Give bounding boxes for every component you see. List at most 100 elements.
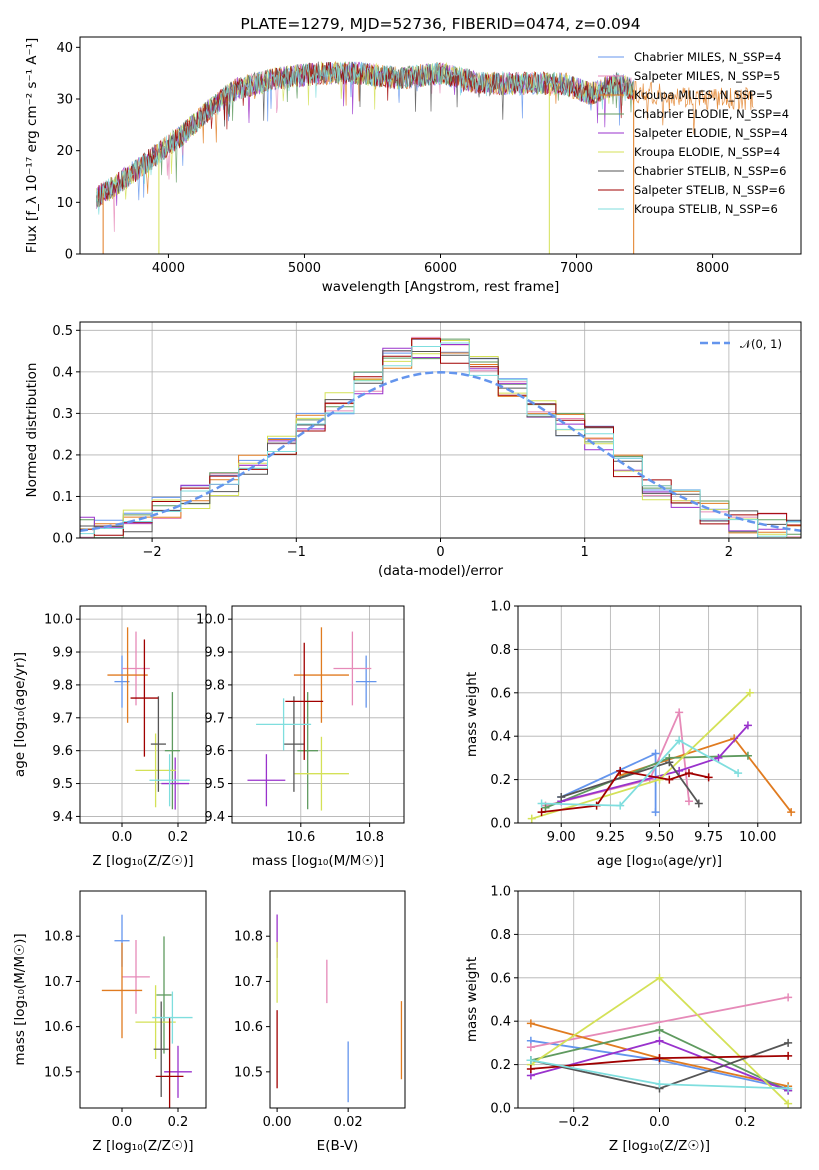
- y-tick-label: 9.4: [52, 810, 73, 825]
- weight-marker: [684, 769, 693, 778]
- y-tick-label: 1.0: [490, 885, 511, 900]
- x-axis-label: wavelength [Angstrom, rest frame]: [322, 279, 560, 295]
- weight-marker: [541, 803, 550, 812]
- axes-frame: [79, 36, 802, 255]
- y-tick-label: 9.9: [52, 646, 73, 661]
- y-tick-label: 10: [56, 196, 73, 211]
- x-tick-label: 0: [436, 545, 444, 560]
- weight-line: [560, 724, 749, 803]
- x-tick-label: 0.0: [649, 1115, 670, 1130]
- legend-entry: 𝒩(0, 1): [740, 337, 782, 351]
- histogram-step: [80, 338, 801, 536]
- y-tick-label: 0.8: [490, 928, 511, 943]
- axes-frame: [231, 605, 405, 824]
- y-axis-label: mass weight: [464, 957, 480, 1042]
- panel-3: 0.0 0.2 9.4 9.5 9.6 9.7 9.8 9.9 10.0 Z [log₁₀(Z/Z…: [12, 605, 207, 869]
- x-tick-label: 9.25: [596, 830, 625, 845]
- weight-marker: [684, 797, 693, 806]
- y-tick-label: 0.4: [490, 1015, 511, 1030]
- weight-marker: [714, 753, 723, 762]
- legend-entry: Kroupa STELIB, N_SSP=6: [634, 202, 778, 216]
- weight-line: [545, 754, 748, 809]
- y-axis-label: age [log₁₀(age/yr)]: [12, 652, 28, 777]
- weight-marker: [694, 799, 703, 808]
- y-tick-label: 1.0: [490, 600, 511, 615]
- x-tick-label: 8000: [696, 261, 729, 276]
- y-tick-label: 9.4: [204, 810, 225, 825]
- weight-marker: [743, 721, 752, 730]
- x-tick-label: 1: [581, 545, 589, 560]
- x-tick-label: 0.0: [112, 830, 133, 845]
- axes-frame: [269, 890, 406, 1109]
- y-tick-label: 10.7: [44, 975, 73, 990]
- y-tick-label: 0.2: [490, 1058, 511, 1073]
- axes-frame: [517, 890, 802, 1109]
- y-tick-label: 9.7: [204, 711, 225, 726]
- y-tick-label: 20: [56, 144, 73, 159]
- y-tick-label: 0.0: [490, 817, 511, 832]
- x-axis-label: Z [log₁₀(Z/Z☉)]: [609, 1138, 710, 1154]
- x-tick-label: 4000: [152, 261, 185, 276]
- x-tick-label: 10.00: [739, 830, 776, 845]
- weight-line: [541, 739, 739, 807]
- weight-marker: [526, 1064, 535, 1073]
- panel-4: 10.6 10.8 9.4 9.5 9.6 9.7 9.8 9.9 10.0 mass [log₁…: [196, 605, 405, 869]
- weight-marker: [526, 1019, 535, 1028]
- weight-marker: [784, 993, 793, 1002]
- x-tick-label: −1: [287, 545, 306, 560]
- legend-entry: Salpeter ELODIE, N_SSP=4: [634, 126, 788, 140]
- legend-entry: Chabrier MILES, N_SSP=4: [634, 50, 781, 64]
- weight-marker: [675, 736, 684, 745]
- plot-area: [276, 914, 403, 1103]
- weight-marker: [616, 801, 625, 810]
- plot-area: [95, 60, 754, 254]
- x-tick-label: 9.00: [547, 830, 576, 845]
- y-tick-label: 0.8: [490, 643, 511, 658]
- x-tick-label: 2: [725, 545, 733, 560]
- y-tick-label: 0.2: [490, 773, 511, 788]
- histogram-step: [80, 342, 801, 537]
- plot-area: [526, 973, 793, 1108]
- y-tick-label: 9.5: [204, 777, 225, 792]
- weight-marker: [655, 1054, 664, 1063]
- y-tick-label: 10.6: [44, 1020, 73, 1035]
- weight-marker: [787, 808, 796, 817]
- panel-6: 0.0 0.2 10.5 10.6 10.7 10.8 Z [log₁₀(Z/Z☉)] mas…: [12, 890, 207, 1154]
- weight-marker: [537, 799, 546, 808]
- plot-area: [527, 688, 796, 823]
- weight-marker: [651, 808, 660, 817]
- panel-7: 0.00 0.02 10.5 10.6 10.7 10.8 E(B-V): [234, 890, 406, 1154]
- x-tick-label: 0.0: [112, 1115, 133, 1130]
- y-tick-label: 10.8: [44, 930, 73, 945]
- y-tick-label: 0.1: [52, 490, 73, 505]
- y-tick-label: 9.5: [52, 777, 73, 792]
- weight-marker: [526, 1056, 535, 1065]
- axes-frame: [79, 605, 207, 824]
- weight-marker: [784, 1084, 793, 1093]
- legend-entry: Salpeter MILES, N_SSP=5: [634, 69, 780, 83]
- panel-5: 9.00 9.25 9.50 9.75 10.00 0.0 0.2 0.4 0.6 0.8 1.0 a…: [464, 600, 802, 869]
- weight-marker: [651, 749, 660, 758]
- x-axis-label: Z [log₁₀(Z/Z☉)]: [92, 853, 193, 869]
- weight-marker: [675, 708, 684, 717]
- y-tick-label: 0.0: [52, 532, 73, 547]
- y-tick-label: 10.5: [234, 1065, 263, 1080]
- y-tick-label: 0.4: [490, 730, 511, 745]
- axes-frame: [79, 321, 802, 539]
- weight-marker: [743, 751, 752, 760]
- axes-frame: [517, 605, 802, 824]
- axes-frame: [79, 890, 207, 1109]
- weight-marker: [526, 1043, 535, 1052]
- x-tick-label: −0.2: [558, 1115, 590, 1130]
- legend-entry: Kroupa MILES, N_SSP=5: [634, 88, 773, 102]
- y-tick-label: 0.5: [52, 324, 73, 339]
- y-tick-label: 0.6: [490, 971, 511, 986]
- y-tick-label: 9.7: [52, 711, 73, 726]
- y-axis-label: mass weight: [464, 672, 480, 757]
- x-tick-label: 10.6: [286, 830, 315, 845]
- y-axis-label: Normed distribution: [24, 363, 40, 498]
- weight-marker: [784, 1099, 793, 1108]
- normal-curve: [80, 371, 801, 532]
- spectrum-line: [95, 61, 634, 215]
